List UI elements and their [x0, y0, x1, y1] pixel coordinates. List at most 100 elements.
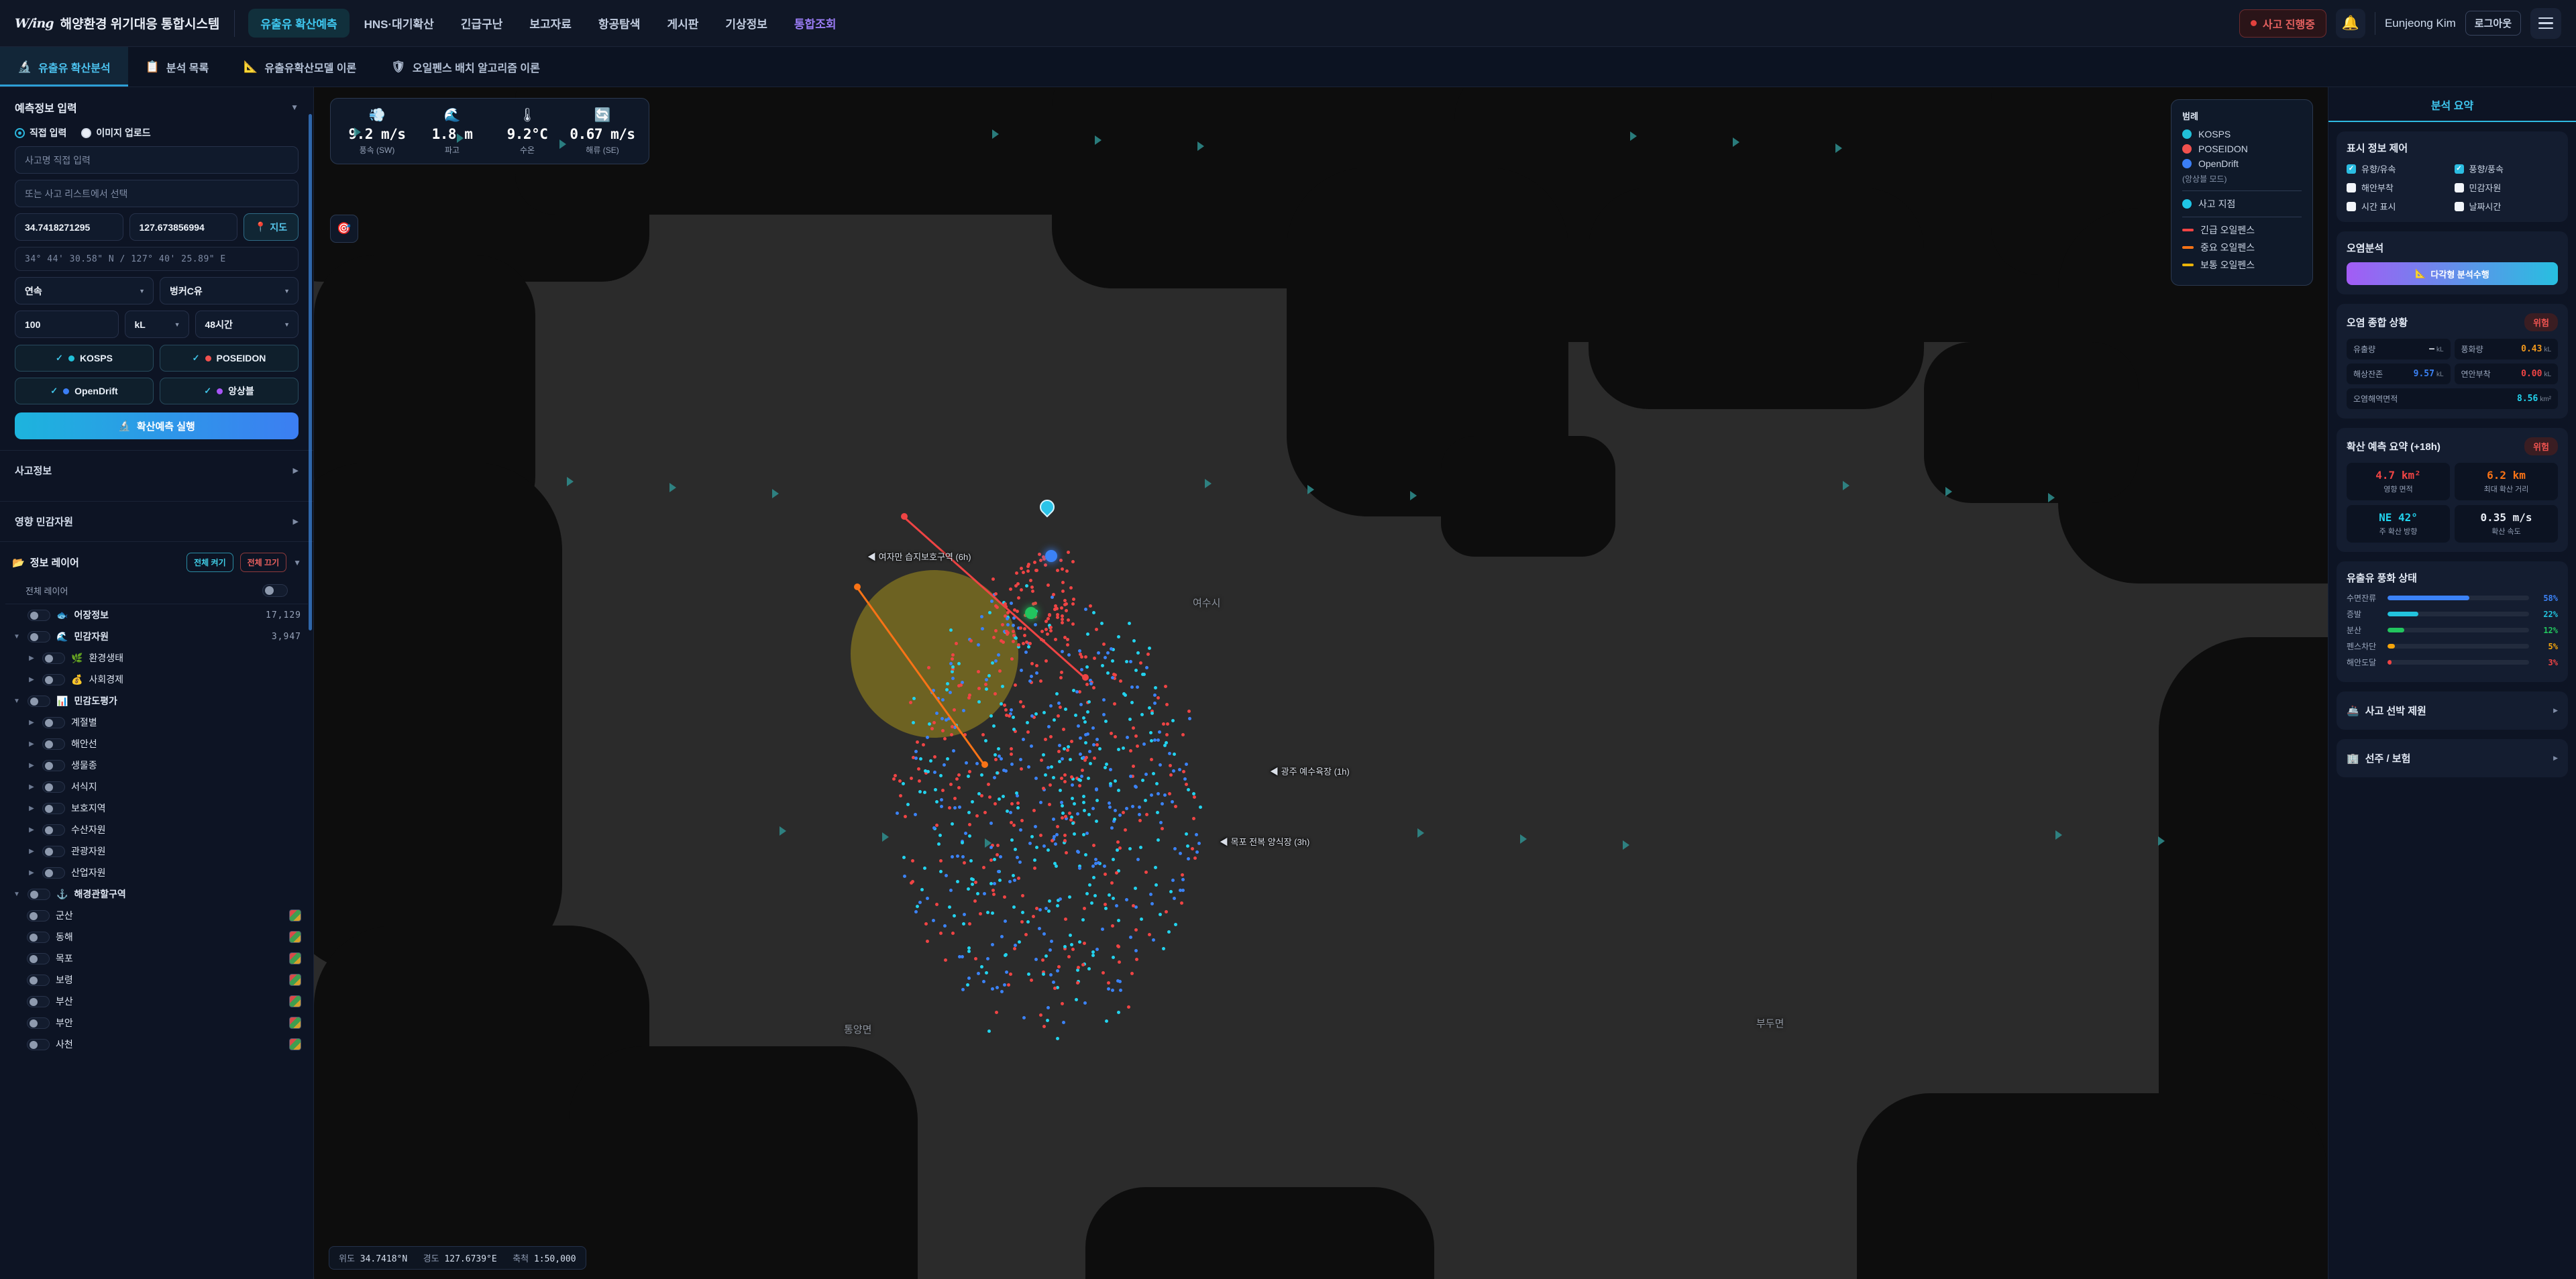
logout-button[interactable]: 로그아웃 — [2465, 11, 2521, 36]
layer-item[interactable]: ▶ 보호지역 — [0, 797, 313, 819]
chevron-down-icon[interactable]: ▼ — [290, 103, 299, 112]
region-item[interactable]: 군산 — [0, 905, 313, 926]
layer-item[interactable]: ▼ 📊 민감도평가 — [0, 690, 313, 712]
nav-item-6[interactable]: 기상정보 — [725, 18, 767, 31]
layer-toggle[interactable] — [42, 738, 65, 750]
nav-item-7[interactable]: 통합조회 — [794, 18, 837, 31]
layer-toggle[interactable] — [42, 867, 65, 879]
expander-icon[interactable]: ▼ — [13, 697, 20, 705]
region-toggle[interactable] — [27, 931, 50, 943]
tab-0[interactable]: 🔬 유출유 확산분석 — [0, 47, 128, 87]
oil-boom-endpoint[interactable] — [854, 583, 861, 590]
checkbox-icon[interactable]: ✓ — [2347, 164, 2356, 174]
model-toggle-opendrift[interactable]: ✓ OpenDrift — [15, 378, 154, 404]
layer-item[interactable]: ▶ 수산자원 — [0, 819, 313, 840]
display-control-item-2[interactable]: 해안부착 — [2347, 181, 2451, 194]
unit-select[interactable]: kL — [124, 311, 189, 338]
display-control-item-5[interactable]: 날짜시간 — [2454, 200, 2559, 213]
resource-marker[interactable] — [1025, 607, 1037, 619]
expander-icon[interactable]: ▶ — [29, 761, 34, 769]
sidebar-scrollbar[interactable] — [309, 114, 312, 630]
radio-image-upload[interactable]: 이미지 업로드 — [81, 126, 151, 140]
region-item[interactable]: 동해 — [0, 926, 313, 948]
region-toggle[interactable] — [27, 1038, 50, 1050]
display-control-item-4[interactable]: 시간 표시 — [2347, 200, 2451, 213]
model-toggle-poseidon[interactable]: ✓ POSEIDON — [160, 345, 299, 372]
nav-item-5[interactable]: 게시판 — [667, 18, 699, 31]
all-layers-on-button[interactable]: 전체 켜기 — [186, 553, 233, 572]
layer-item[interactable]: ▶ 산업자원 — [0, 862, 313, 883]
bell-icon[interactable]: 🔔 — [2335, 8, 2365, 38]
layer-toggle[interactable] — [42, 759, 65, 771]
prediction-input-header[interactable]: 예측정보 입력 ▼ — [0, 87, 313, 123]
layer-item[interactable]: ▼ ⚓ 해경관할구역 — [0, 883, 313, 905]
region-item[interactable]: 목포 — [0, 948, 313, 969]
nav-item-2[interactable]: 긴급구난 — [460, 18, 503, 31]
chevron-down-icon[interactable]: ▼ — [293, 557, 301, 567]
region-item[interactable]: 부안 — [0, 1012, 313, 1034]
expander-icon[interactable]: ▶ — [29, 804, 34, 812]
layer-item[interactable]: ▶ 해안선 — [0, 733, 313, 755]
radio-direct-input[interactable]: 직접 입력 — [15, 126, 66, 140]
chevron-right-icon[interactable]: ▶ — [292, 467, 299, 475]
expander-icon[interactable]: ▶ — [29, 675, 34, 683]
layer-item[interactable]: ▶ 🌿 환경생태 — [0, 647, 313, 669]
display-control-item-3[interactable]: 민감자원 — [2454, 181, 2559, 194]
display-control-item-0[interactable]: ✓ 유향/유속 — [2347, 162, 2451, 175]
chevron-right-icon[interactable]: ▶ — [2553, 707, 2558, 714]
color-swatch-icon[interactable] — [289, 1038, 301, 1050]
layer-toggle[interactable] — [28, 695, 50, 707]
logo[interactable]: W/ing 해양환경 위기대응 통합시스템 — [15, 9, 235, 37]
layer-toggle[interactable] — [42, 802, 65, 814]
layer-toggle[interactable] — [42, 652, 65, 664]
model-toggle-kosps[interactable]: ✓ KOSPS — [15, 345, 154, 372]
expander-icon[interactable]: ▶ — [29, 869, 34, 877]
tab-2[interactable]: 📐 유출유확산모델 이론 — [226, 47, 374, 87]
layer-item[interactable]: ▶ 💰 사회경제 — [0, 669, 313, 690]
collapsible-0[interactable]: 🚢 사고 선박 제원 ▶ — [2337, 691, 2568, 730]
color-swatch-icon[interactable] — [289, 931, 301, 943]
display-control-item-1[interactable]: ✓ 풍향/풍속 — [2454, 162, 2559, 175]
oil-boom-endpoint[interactable] — [901, 513, 908, 520]
oil-boom-endpoint[interactable] — [1082, 674, 1089, 681]
checkbox-icon[interactable]: ✓ — [2454, 164, 2464, 174]
color-swatch-icon[interactable] — [289, 952, 301, 964]
layer-item[interactable]: ▶ 계절별 — [0, 712, 313, 733]
region-item[interactable]: 사천 — [0, 1034, 313, 1055]
collapsible-1[interactable]: 🏢 선주 / 보험 ▶ — [2337, 739, 2568, 777]
region-toggle[interactable] — [27, 995, 50, 1007]
layer-toggle[interactable] — [42, 673, 65, 685]
polygon-analysis-button[interactable]: 📐 다각형 분석수행 — [2347, 262, 2558, 285]
color-swatch-icon[interactable] — [289, 909, 301, 922]
region-item[interactable]: 보령 — [0, 969, 313, 991]
oil-boom-endpoint[interactable] — [981, 761, 988, 768]
chevron-right-icon[interactable]: ▶ — [292, 518, 299, 526]
layer-item[interactable]: 🐟 어장정보 17,129 — [0, 604, 313, 626]
checkbox-icon[interactable] — [2347, 201, 2356, 211]
color-swatch-icon[interactable] — [289, 974, 301, 986]
map-canvas[interactable]: 💨 9.2 m/s 풍속 (SW) 🌊 1.8 m 파고 🌡 9.2°C 수온 🔄 0.67 m/s… — [314, 87, 2328, 1279]
layer-toggle[interactable] — [28, 630, 50, 643]
checkbox-icon[interactable] — [2454, 201, 2464, 211]
layer-toggle[interactable] — [42, 845, 65, 857]
accident-list-select[interactable]: 또는 사고 리스트에서 선택 — [15, 180, 299, 207]
expander-icon[interactable]: ▶ — [29, 654, 34, 662]
accident-name-input[interactable]: 사고명 직접 입력 — [15, 146, 299, 174]
hamburger-icon[interactable] — [2530, 7, 2561, 39]
color-swatch-icon[interactable] — [289, 995, 301, 1007]
oil-type-select[interactable]: 벙커C유 — [160, 277, 299, 304]
expander-icon[interactable]: ▶ — [29, 847, 34, 855]
region-toggle[interactable] — [27, 974, 50, 986]
layer-toggle[interactable] — [28, 888, 50, 900]
expander-icon[interactable]: ▼ — [13, 890, 20, 898]
expander-icon[interactable]: ▶ — [29, 740, 34, 748]
latitude-input[interactable]: 34.7418271295 — [15, 213, 123, 241]
expander-icon[interactable]: ▶ — [29, 718, 34, 726]
run-prediction-button[interactable]: 🔬 확산예측 실행 — [15, 412, 299, 439]
layer-toggle[interactable] — [42, 824, 65, 836]
pick-on-map-button[interactable]: 📍 지도 — [244, 213, 299, 241]
tab-1[interactable]: 📋 분석 목록 — [128, 47, 227, 87]
resource-marker[interactable] — [1045, 550, 1057, 562]
layer-item[interactable]: ▶ 생물종 — [0, 755, 313, 776]
nav-item-0[interactable]: 유출유 확산예측 — [248, 9, 350, 38]
